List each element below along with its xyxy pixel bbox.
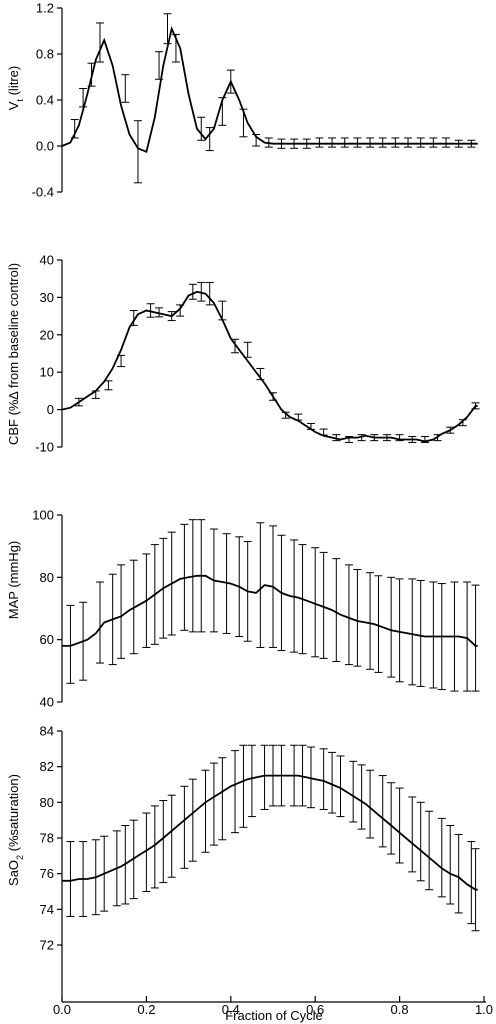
tidal-volume-y-tick-label: 1.2 — [36, 1, 54, 16]
cbf-y-tick-label: 20 — [40, 327, 54, 342]
cbf-line — [61, 290, 478, 443]
tidal-volume-error-bars — [70, 13, 476, 184]
cbf-y-tick-label: 30 — [40, 290, 54, 305]
map-y-ticks: 40 60 80 100 — [32, 508, 62, 710]
x-tick-label: 0.8 — [391, 1002, 409, 1017]
map-line — [62, 574, 478, 647]
tidal-volume-y-tick-label: 0.0 — [36, 139, 54, 154]
x-tick-label: 0.6 — [306, 1002, 324, 1017]
sao2-y-tick-label: 78 — [40, 831, 54, 846]
cbf-error-bars — [74, 281, 480, 444]
cbf-y-tick-label: 40 — [40, 253, 54, 268]
cbf-y-axis-label: CBF (%∆ from baseline control) — [6, 263, 21, 445]
x-tick-label: 1.0 — [475, 1002, 493, 1017]
map-y-tick-label: 60 — [40, 632, 54, 647]
sao2-y-tick-label: 80 — [40, 795, 54, 810]
map-y-axis-label: MAP (mmHg) — [6, 541, 21, 619]
x-axis-label: Fraction of Cycle — [225, 1008, 323, 1023]
map-y-tick-label: 40 — [40, 695, 54, 710]
map-y-tick-label: 80 — [40, 570, 54, 585]
sao2-y-tick-label: 82 — [40, 759, 54, 774]
tidal-volume-y-ticks: -0.4 0.0 0.4 0.8 1.2 — [32, 1, 62, 200]
sao2-y-axis-label: SaO2 (%saturation) — [6, 774, 25, 886]
sao2-y-tick-label: 84 — [40, 724, 54, 739]
sao2-error-bars — [66, 744, 480, 932]
sao2-y-tick-label: 76 — [40, 866, 54, 881]
cbf-y-tick-label: -10 — [35, 440, 54, 455]
sao2-y-ticks: 72 74 76 78 80 82 84 — [40, 724, 62, 953]
cbf-y-ticks: -10 0 10 20 30 40 — [35, 253, 62, 455]
x-axis-ticks: 0.0 0.2 0.4 0.6 0.8 1.0 — [53, 996, 493, 1017]
x-tick-label: 0.4 — [222, 1002, 240, 1017]
cbf-panel: -10 0 10 20 30 40 CBF (%∆ from baseline contr… — [6, 253, 480, 455]
cbf-y-tick-label: 10 — [40, 365, 54, 380]
map-panel: 40 60 80 100 MAP (mmHg) — [6, 508, 480, 710]
x-tick-label: 0.2 — [137, 1002, 155, 1017]
tidal-volume-y-axis-label: Vt (litre) — [6, 66, 25, 110]
map-error-bars — [66, 519, 480, 692]
map-y-tick-label: 100 — [32, 508, 54, 523]
sao2-panel: 72 74 76 78 80 82 84 SaO2 (%saturation) — [6, 724, 480, 1002]
x-axis: 0.0 0.2 0.4 0.6 0.8 1.0 Fraction of Cycle — [53, 996, 493, 1023]
sao2-y-tick-label: 72 — [40, 938, 54, 953]
sao2-y-tick-label: 74 — [40, 902, 54, 917]
tidal-volume-y-tick-label: 0.4 — [36, 93, 54, 108]
sao2-line — [62, 774, 478, 891]
cbf-y-tick-label: 0 — [47, 402, 54, 417]
tidal-volume-y-tick-label: 0.8 — [36, 47, 54, 62]
tidal-volume-y-tick-label: -0.4 — [32, 185, 54, 200]
tidal-volume-panel: -0.4 0.0 0.4 0.8 1.2 Vt (litre) — [6, 1, 478, 200]
tidal-volume-line — [61, 25, 478, 154]
x-tick-label: 0.0 — [53, 1002, 71, 1017]
